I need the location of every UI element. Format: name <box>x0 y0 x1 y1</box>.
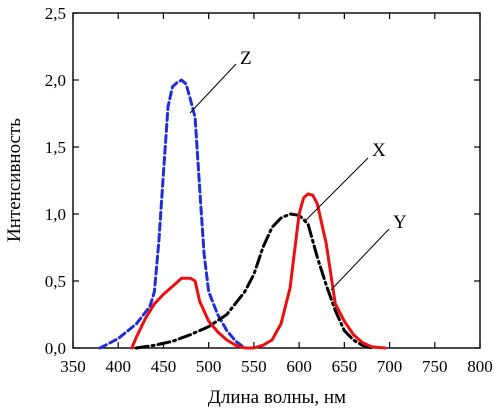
plot-frame <box>72 12 481 349</box>
series-lines <box>98 78 387 350</box>
series-line-y <box>130 192 387 350</box>
leader-line-y <box>330 228 390 291</box>
y-tick-label: 1,5 <box>45 138 66 157</box>
x-tick-label: 600 <box>286 357 312 376</box>
x-tick-label: 450 <box>151 357 177 376</box>
y-tick-labels: 0,0 0,5 1,0 1,5 2,0 2,5 <box>45 4 66 358</box>
x-axis-label: Длина волны, нм <box>208 387 346 408</box>
series-line-x <box>134 212 373 350</box>
y-tick-label: 2,5 <box>45 4 66 23</box>
x-tick-label: 800 <box>467 357 493 376</box>
series-label-y: Y <box>393 212 407 233</box>
x-tick-labels: 350 400 450 500 550 600 650 700 750 800 <box>60 357 493 376</box>
x-tick-label: 400 <box>105 357 131 376</box>
y-tick-label: 0,5 <box>45 272 66 291</box>
y-axis-label: Интенсивность <box>4 118 25 242</box>
y-tick-label: 0,0 <box>45 339 66 358</box>
y-tick-label: 2,0 <box>45 71 66 90</box>
x-tick-label: 550 <box>241 357 267 376</box>
y-tick-label: 1,0 <box>45 205 66 224</box>
x-tick-label: 500 <box>196 357 222 376</box>
x-tick-label: 750 <box>422 357 448 376</box>
series-label-z: Z <box>240 48 252 69</box>
series-line-z <box>98 78 247 350</box>
x-tick-label: 350 <box>60 357 86 376</box>
leader-line-x <box>303 157 369 223</box>
series-leader-lines <box>189 63 390 291</box>
x-tick-label: 650 <box>332 357 358 376</box>
leader-line-z <box>189 63 237 114</box>
series-label-x: X <box>372 140 386 161</box>
x-tick-label: 700 <box>377 357 403 376</box>
tick-marks <box>72 12 481 349</box>
